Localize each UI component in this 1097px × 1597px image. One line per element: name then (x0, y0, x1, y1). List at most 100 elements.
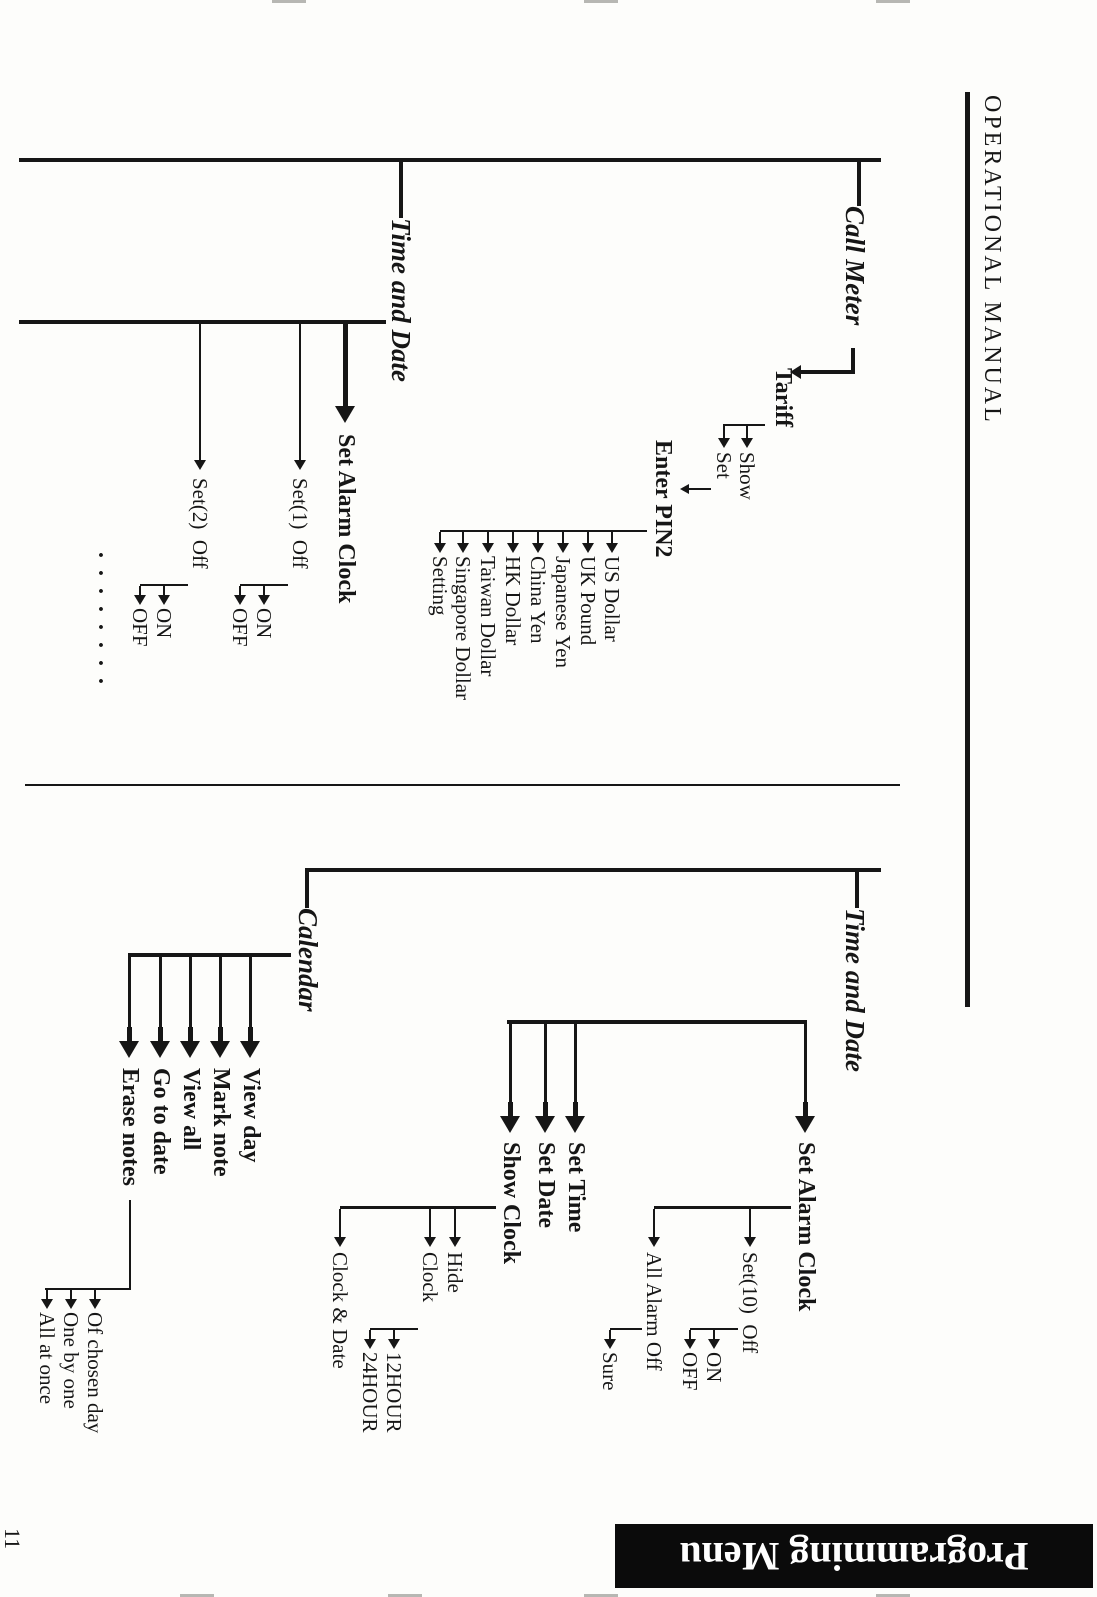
scan-mark (180, 1594, 214, 1597)
menu-set10-off-option: OFF (678, 1352, 702, 1391)
arrow-right-icon (582, 543, 594, 553)
currency-branch-line (512, 532, 514, 543)
go-to-date-connector-line (159, 957, 162, 1027)
set1-on-line (263, 586, 265, 595)
currency-trunk-line (440, 530, 647, 532)
set-alarm2-sub-trunk-line (654, 1206, 791, 1209)
arrow-right-icon (65, 1299, 77, 1309)
arrow-right-bold-icon (335, 406, 355, 423)
menu-singapore-dollar: Singapore Dollar (451, 556, 475, 701)
right-main-trunk-line (305, 868, 881, 872)
menu-set-time: Set Time (563, 1142, 589, 1233)
arrow-right-icon (334, 1237, 346, 1247)
menu-hide: Hide (443, 1252, 467, 1293)
scan-mark (876, 0, 910, 3)
currency-branch-line (439, 532, 441, 543)
programming-menu-banner-label: Programming Menu (679, 1534, 1029, 1579)
arrow-right-icon (744, 1237, 756, 1247)
menu-set2-off-option: OFF (128, 608, 152, 647)
call-meter-stub-line (857, 158, 861, 206)
menu-set-date: Set Date (533, 1142, 559, 1228)
menu-set2-off: Set(2) Off (188, 478, 212, 569)
set2-branch-line (199, 324, 201, 460)
arrow-right-bold-icon (565, 1116, 585, 1133)
set10-branch-line (749, 1209, 751, 1237)
set-alarm2-arrow-shaft (803, 1102, 808, 1116)
arrow-right-bold-icon (500, 1116, 520, 1133)
menu-clock-and-date: Clock & Date (328, 1252, 352, 1369)
menu-set-alarm-clock-right: Set Alarm Clock (793, 1142, 819, 1312)
set10-off-line (689, 1330, 691, 1339)
arrow-right-icon (424, 1237, 436, 1247)
arrow-right-bold-icon (210, 1041, 230, 1058)
set1-off-line (239, 586, 241, 595)
scan-mark (584, 1594, 618, 1597)
call-meter-tariff-elbow-v (799, 370, 855, 374)
set2-off-line (139, 586, 141, 595)
arrow-right-icon (364, 1339, 376, 1349)
page-number: 11 (0, 1528, 25, 1550)
arrow-right-icon (684, 1339, 696, 1349)
menu-set2-on: ON (152, 608, 176, 639)
menu-one-by-one: One by one (59, 1312, 83, 1409)
hide-branch-line (454, 1209, 456, 1237)
set-branch-line (723, 426, 725, 438)
menu-set: Set (712, 452, 736, 479)
set-date-connector-line (544, 1024, 547, 1102)
sure-line (609, 1330, 611, 1339)
scan-mark (388, 1594, 422, 1597)
currency-branch-line (487, 532, 489, 543)
currency-branch-line (537, 532, 539, 543)
one-by-one-line (70, 1290, 72, 1299)
time-date-stub-line (399, 158, 403, 218)
menu-show: Show (735, 452, 759, 500)
set10-on-line (713, 1330, 715, 1339)
menu-set1-on: ON (252, 608, 276, 639)
arrow-right-icon (606, 543, 618, 553)
hour24-line (369, 1330, 371, 1339)
arrow-right-icon (434, 543, 446, 553)
menu-setting: Setting (428, 556, 452, 616)
menu-set1-off-option: OFF (228, 608, 252, 647)
hour12-line (393, 1330, 395, 1339)
header-rule (965, 92, 970, 1007)
column-divider-line (25, 784, 900, 786)
time-date-trunk-line (19, 320, 386, 324)
arrow-right-icon (258, 595, 270, 605)
show-clock-connector-line (509, 1024, 512, 1102)
arrow-right-icon (557, 543, 569, 553)
menu-of-chosen-day: Of chosen day (83, 1312, 107, 1434)
calendar-stub-line (305, 868, 309, 908)
tariff-bracket-line (723, 424, 765, 426)
view-all-arrow-shaft (188, 1027, 193, 1041)
menu-taiwan-dollar: Taiwan Dollar (476, 556, 500, 677)
left-main-trunk-line (19, 158, 881, 162)
all-alarm-branch-line (653, 1209, 655, 1237)
arrow-right-icon (158, 595, 170, 605)
arrow-right-icon (532, 543, 544, 553)
menu-sure: Sure (598, 1352, 622, 1391)
arrow-right-icon (482, 543, 494, 553)
currency-branch-line (611, 532, 613, 543)
currency-branch-line (562, 532, 564, 543)
arrow-right-icon (89, 1299, 101, 1309)
set-time-arrow-shaft (573, 1102, 578, 1116)
set1-branch-line (299, 324, 301, 460)
arrow-right-icon (234, 595, 246, 605)
menu-erase-notes: Erase notes (117, 1068, 143, 1186)
arrow-right-icon (457, 543, 469, 553)
arrow-right-bold-icon (535, 1116, 555, 1133)
go-to-date-arrow-shaft (158, 1027, 163, 1041)
clock-date-branch-line (339, 1209, 341, 1237)
scan-mark (584, 0, 618, 3)
menu-japanese-yen: Japanese Yen (551, 556, 575, 668)
currency-branch-line (462, 532, 464, 543)
sure-bracket-line (610, 1328, 642, 1330)
show-clock-arrow-shaft (508, 1102, 513, 1116)
mark-note-arrow-shaft (218, 1027, 223, 1041)
menu-set10-on: ON (702, 1352, 726, 1383)
set-date-arrow-shaft (543, 1102, 548, 1116)
time-date2-stub-line (855, 868, 859, 908)
time-date2-trunk-line (507, 1020, 807, 1024)
